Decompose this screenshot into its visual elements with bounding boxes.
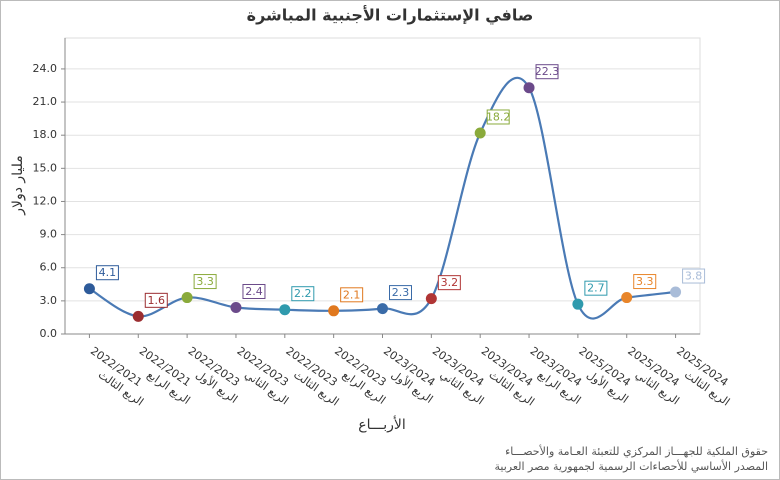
value-label: 18.2 [486,110,511,123]
value-label-box [340,287,364,303]
point [181,292,193,304]
footer-line: المصدر الأساسي للأحصاءات الرسمية لجمهوري… [494,459,768,473]
point [328,305,340,317]
value-label: 3.3 [636,275,654,288]
value-label: 2.3 [392,286,410,299]
value-label: 3.2 [441,276,459,289]
point [230,301,242,313]
value-label: 2.1 [343,288,361,301]
value-label: 3.3 [196,275,214,288]
value-label-box [535,64,559,80]
value-label-box [193,274,217,290]
point [377,303,388,315]
value-label: 1.6 [148,294,166,307]
y-tick-label: 12.0 [33,194,58,207]
y-tick-label: 24.0 [33,62,58,75]
value-label-box [584,280,608,296]
y-tick-label: 9.0 [40,228,58,241]
y-tick-label: 0.0 [40,327,58,340]
point [279,304,291,316]
x-axis-title: الأربـــاع [358,415,405,433]
y-tick-label: 6.0 [40,261,58,274]
value-label: 2.7 [587,282,605,295]
value-label: 3.8 [685,270,703,283]
y-tick-label: 21.0 [33,95,58,108]
point [83,283,95,295]
y-tick-label: 18.0 [33,128,58,141]
value-label-box [633,274,657,290]
point [132,310,144,322]
value-label-box [682,268,706,284]
value-label: 22.3 [535,65,560,78]
point [474,127,486,139]
point [523,82,535,94]
value-label: 4.1 [99,266,117,279]
value-label-box [242,283,266,299]
chart-title: صافي الإستثمارات الأجنبية المباشرة [247,6,534,26]
point [572,298,584,310]
value-label-box [291,286,315,302]
y-axis-title: مليار دولار [10,155,26,216]
point [670,286,682,298]
value-label-box [486,109,510,125]
value-label-box [437,275,461,291]
footer-line: حقوق الملكية للجهـــاز المركزي للتعبئة ا… [505,444,768,458]
value-label: 2.2 [294,287,312,300]
y-tick-label: 15.0 [33,161,58,174]
point [425,293,437,305]
value-label-box [95,265,119,281]
point [621,292,633,304]
y-tick-label: 3.0 [40,294,58,307]
value-label-box [389,285,412,301]
value-label: 2.4 [245,285,263,298]
value-label-box [144,292,168,308]
